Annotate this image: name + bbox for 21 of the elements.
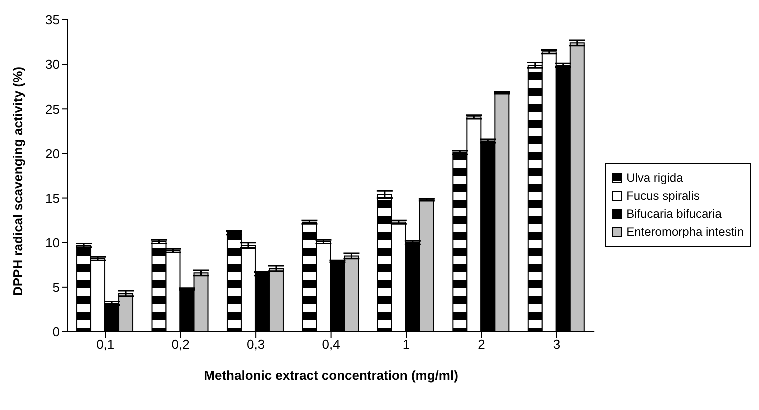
x-tick-label: 1	[402, 337, 410, 352]
legend-label: Fucus spiralis	[626, 189, 700, 203]
y-tick-label: 30	[46, 57, 60, 72]
y-tick-label: 20	[46, 146, 60, 162]
x-axis-title: Methalonic extract concentration (mg/ml)	[204, 368, 458, 383]
x-tick-label: 2	[478, 337, 486, 352]
x-tick-label: 0,4	[322, 337, 340, 352]
y-tick-label: 35	[46, 12, 60, 28]
x-tick-label: 0,2	[172, 337, 190, 352]
legend-label: Ulva rigida	[626, 171, 684, 185]
x-tick-label: 0,1	[96, 337, 115, 352]
y-tick-label: 0	[52, 324, 60, 340]
y-axis-title: DPPH radical scavenging activity (%)	[10, 66, 26, 296]
legend-label: Bifucaria bifucaria	[626, 207, 722, 221]
y-tick-label: 5	[52, 280, 60, 296]
legend-label: Enteromorpha intestin	[626, 225, 744, 239]
y-tick-label: 15	[46, 190, 60, 206]
y-tick-label: 10	[46, 235, 60, 250]
y-tick-label: 25	[46, 102, 60, 117]
x-tick-label: 0,3	[247, 337, 266, 352]
x-tick-label: 3	[553, 337, 561, 352]
